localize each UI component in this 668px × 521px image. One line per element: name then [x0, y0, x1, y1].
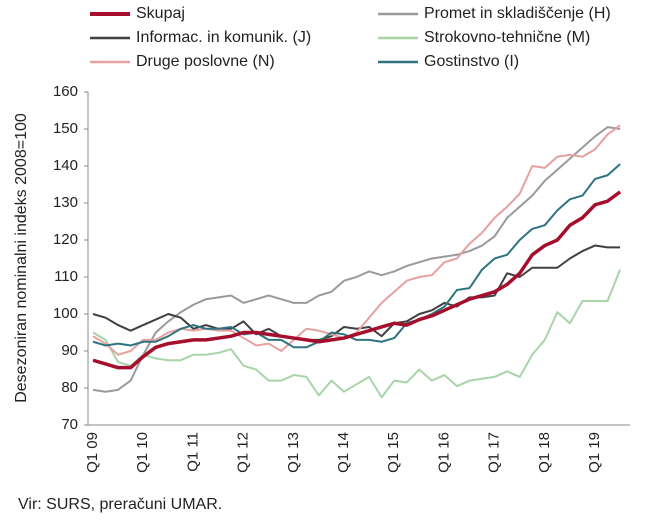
y-tick-label: 130	[53, 194, 78, 211]
y-tick-label: 150	[53, 120, 78, 137]
legend-label: Promet in skladiščenje (H)	[424, 5, 611, 22]
y-tick-label: 160	[53, 83, 78, 100]
series-line	[92, 269, 622, 399]
legend-label: Druge poslovne (N)	[136, 53, 275, 70]
x-tick-label: Q1 17	[486, 432, 503, 473]
legend-label: Informac. in komunik. (J)	[136, 29, 311, 46]
x-tick-label: Q1 15	[385, 432, 402, 473]
x-tick-label: Q1 19	[586, 432, 603, 473]
legend-label: Gostinstvo (I)	[424, 53, 519, 70]
y-tick-label: 110	[54, 268, 78, 285]
y-axis-label: Desezoniran nominalni indeks 2008=100	[13, 113, 30, 403]
series-line	[92, 126, 621, 393]
y-tick-label: 120	[53, 231, 78, 248]
x-tick-label: Q1 18	[536, 432, 553, 473]
y-tick-label: 90	[61, 342, 78, 359]
legend-label: Skupaj	[136, 5, 185, 22]
x-tick-label: Q1 09	[84, 432, 101, 473]
y-tick-label: 70	[61, 416, 78, 433]
x-tick-label: Q1 13	[285, 432, 302, 473]
x-tick-label: Q1 14	[335, 432, 352, 473]
y-tick-label: 100	[53, 305, 78, 322]
y-tick-label: 140	[53, 157, 78, 174]
series-line	[92, 163, 621, 349]
x-tick-label: Q1 11	[184, 432, 201, 472]
source-note: Vir: SURS, preračuni UMAR.	[18, 496, 222, 513]
x-tick-label: Q1 12	[235, 432, 252, 473]
series-line	[92, 244, 621, 341]
x-tick-label: Q1 10	[134, 432, 151, 473]
x-tick-label: Q1 16	[435, 432, 452, 473]
legend-label: Strokovno-tehnične (M)	[424, 29, 590, 46]
series-line	[92, 124, 621, 356]
y-tick-label: 80	[61, 379, 78, 396]
series-line	[92, 190, 622, 370]
